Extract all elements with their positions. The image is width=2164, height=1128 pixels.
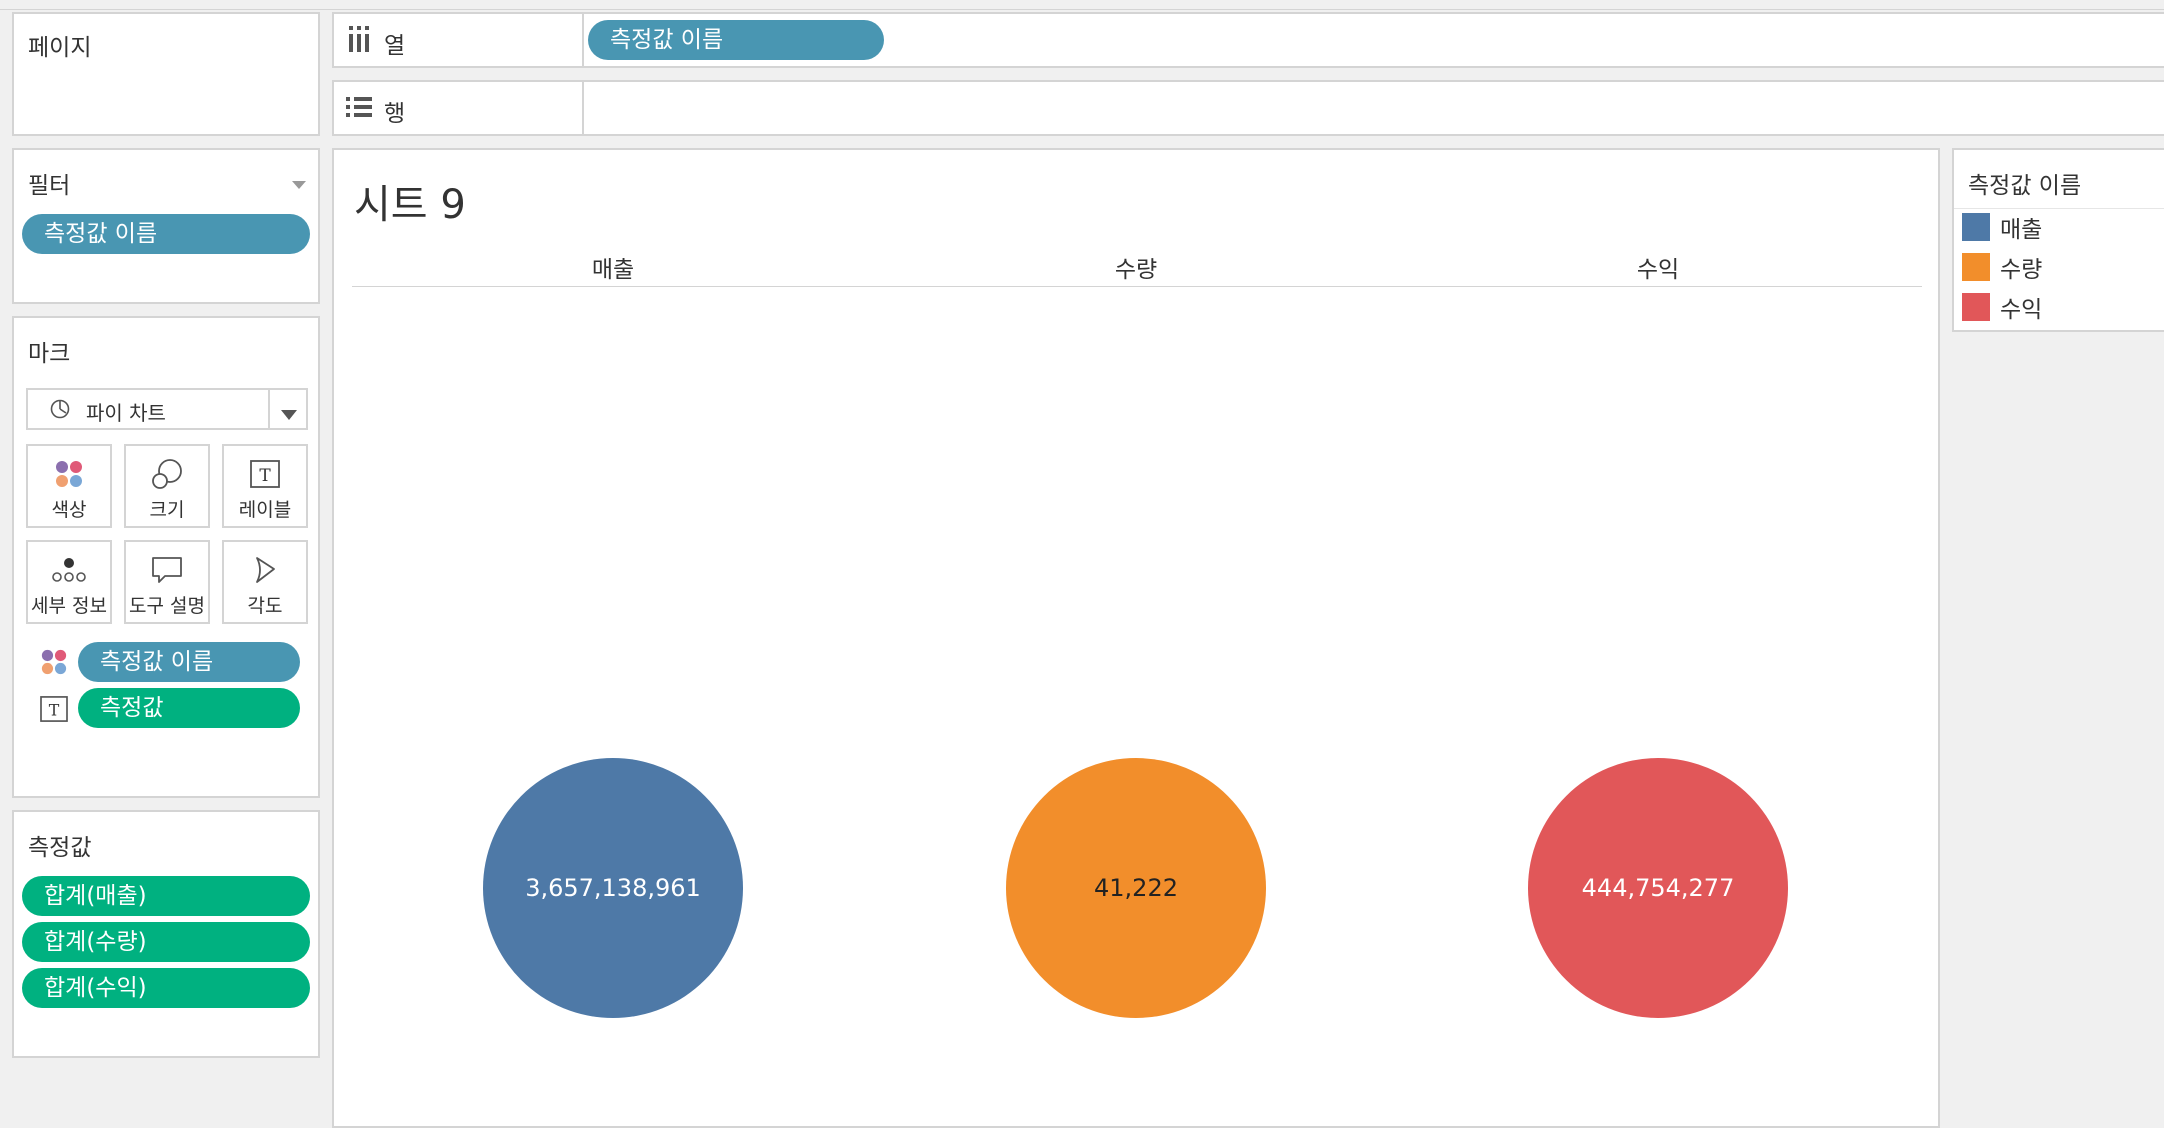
columns-icon [348,26,370,56]
legend-item-sales[interactable]: 매출 [1962,212,2043,243]
legend-label-sales: 매출 [2000,217,2043,243]
pie-slice-profit[interactable] [1528,758,1788,1018]
svg-text:T: T [49,701,60,720]
sheet-title: 시트 9 [354,182,466,228]
color-button[interactable]: 색상 [26,444,112,528]
mark-type-select[interactable]: 파이 차트 [26,388,308,430]
marks-card-title: 마크 [28,341,71,367]
tooltip-button-label: 도구 설명 [129,595,205,617]
tooltip-button[interactable]: 도구 설명 [124,540,210,624]
detail-button[interactable]: 세부 정보 [26,540,112,624]
measure-value-pill-profit[interactable]: 합계(수익) [22,968,310,1008]
marks-card[interactable]: 마크 파이 차트 색상 크기 T 레이블 세부 정보 [12,316,320,798]
detail-icon [28,552,110,588]
label-button-label: 레이블 [238,499,292,521]
angle-button[interactable]: 각도 [222,540,308,624]
pie-value-label-quantity: 41,222 [1094,874,1178,902]
legend-label-quantity: 수량 [2000,257,2043,283]
pages-card[interactable]: 페이지 [12,12,320,136]
legend-item-profit[interactable]: 수익 [1962,292,2043,323]
label-encoding-pill[interactable]: 측정값 [78,688,300,728]
legend-title: 측정값 이름 [1968,173,2082,199]
columns-pill-measure-names[interactable]: 측정값 이름 [588,20,884,60]
filters-dropdown-icon[interactable] [292,174,306,193]
pie-value-label-sales: 3,657,138,961 [525,874,701,902]
columns-shelf[interactable]: 열 측정값 이름 [332,12,2164,68]
pages-card-title: 페이지 [28,35,92,61]
label-encoding-icon: T [40,696,68,726]
chevron-down-icon[interactable] [281,405,297,424]
label-button[interactable]: T 레이블 [222,444,308,528]
legend-item-quantity[interactable]: 수량 [1962,252,2043,283]
text-label-icon: T [224,456,306,492]
column-header-profit: 수익 [1636,257,1680,283]
mark-type-dropdown-divider [268,390,270,428]
measure-values-card[interactable]: 측정값 합계(매출) 합계(수량) 합계(수익) [12,810,320,1058]
filters-card[interactable]: 필터 측정값 이름 [12,148,320,304]
pie-chart-area: 3,657,138,961 41,222 444,754,277 [483,758,1788,1018]
legend-swatch-profit [1962,293,1990,321]
column-header-sales: 매출 [591,257,635,283]
color-button-label: 색상 [51,499,87,521]
pie-slice-sales[interactable] [483,758,743,1018]
measure-value-pill-sales[interactable]: 합계(매출) [22,876,310,916]
color-icon [28,456,110,492]
column-header-divider [352,286,1922,287]
columns-shelf-label: 열 [384,33,406,59]
rows-shelf-header: 행 [334,82,584,134]
color-encoding-icon [40,648,68,680]
angle-button-label: 각도 [247,595,283,617]
mark-type-label: 파이 차트 [86,401,166,425]
angle-icon [224,552,306,588]
filters-card-title: 필터 [28,173,71,199]
columns-shelf-header: 열 [334,14,584,66]
legend-label-profit: 수익 [2000,297,2043,323]
column-header-quantity: 수량 [1114,257,1158,283]
size-button-label: 크기 [149,499,185,521]
rows-shelf-label: 행 [384,101,406,127]
pie-chart-icon [50,399,70,423]
rows-shelf[interactable]: 행 [332,80,2164,136]
top-toolbar-strip [0,0,2164,10]
legend-divider [1954,208,2164,209]
measure-value-pill-quantity[interactable]: 합계(수량) [22,922,310,962]
size-button[interactable]: 크기 [124,444,210,528]
tooltip-icon [126,552,208,588]
size-icon [126,456,208,492]
measure-values-card-title: 측정값 [28,835,92,861]
legend-swatch-quantity [1962,253,1990,281]
legend-swatch-sales [1962,213,1990,241]
rows-icon [346,96,372,122]
filter-pill-measure-names[interactable]: 측정값 이름 [22,214,310,254]
pie-value-label-profit: 444,754,277 [1582,874,1735,902]
color-legend[interactable]: 측정값 이름 매출 수량 수익 [1952,148,2164,332]
pie-slice-quantity[interactable] [1006,758,1266,1018]
svg-text:T: T [259,466,271,486]
detail-button-label: 세부 정보 [31,595,107,617]
color-encoding-pill[interactable]: 측정값 이름 [78,642,300,682]
